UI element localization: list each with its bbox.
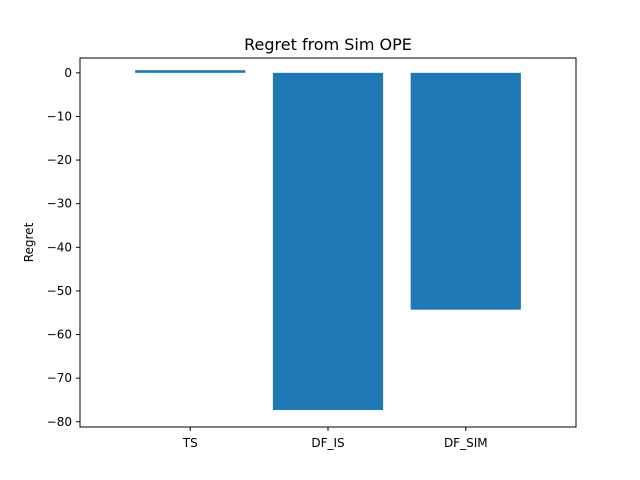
y-tick-label: −10 — [47, 109, 72, 123]
plot-frame — [79, 57, 577, 428]
x-tick-label: DF_IS — [311, 436, 344, 450]
x-tick-label: TS — [182, 436, 198, 450]
y-tick-label: −60 — [47, 328, 72, 342]
y-tick-label: −20 — [47, 153, 72, 167]
x-tick-label: DF_SIM — [444, 436, 488, 450]
bar-df-sim — [410, 72, 521, 310]
y-tick-label: −70 — [47, 371, 72, 385]
x-axis: TS DF_IS DF_SIM — [182, 427, 488, 450]
y-tick-label: −30 — [47, 197, 72, 211]
bar-df-is — [272, 72, 384, 410]
chart-title: Regret from Sim OPE — [244, 35, 412, 54]
y-axis: 0 −10 −20 −30 −40 −50 −60 −70 −80 — [47, 66, 80, 429]
y-tick-label: −40 — [47, 240, 72, 254]
y-tick-label: 0 — [64, 66, 72, 80]
y-tick-label: −50 — [47, 284, 72, 298]
y-tick-label: −80 — [47, 415, 72, 429]
bars-group — [135, 70, 521, 410]
y-axis-label: Regret — [22, 222, 36, 262]
bar-ts — [135, 70, 246, 73]
